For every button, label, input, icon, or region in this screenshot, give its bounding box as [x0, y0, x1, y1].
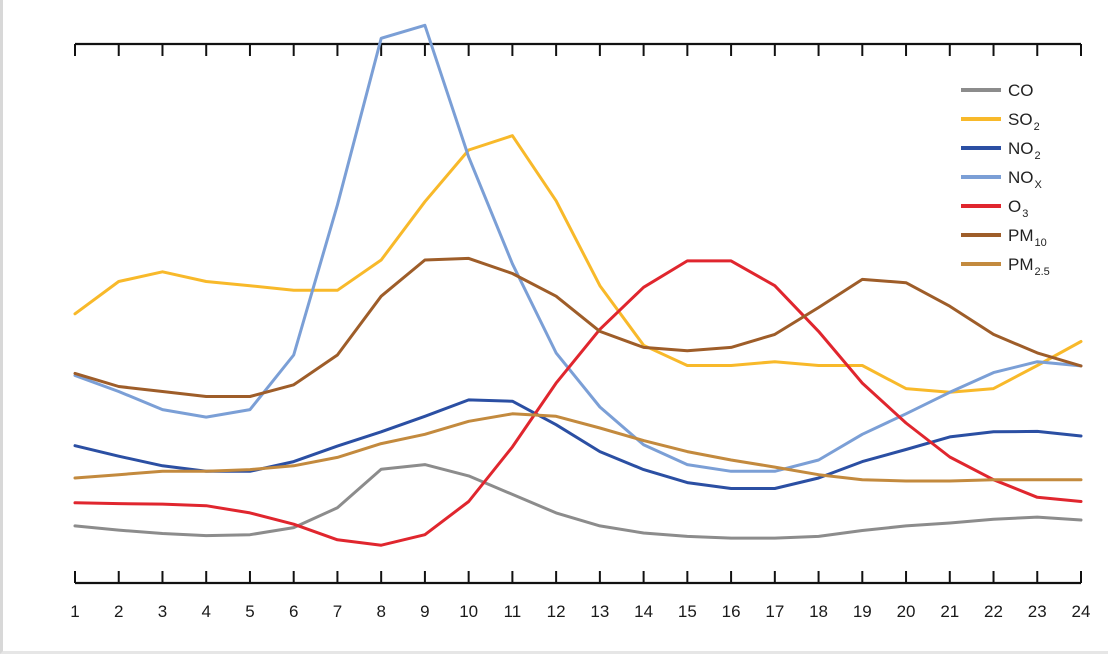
legend-label: O3 — [1008, 197, 1028, 220]
bottom-axis: 1 2 3 4 5 6 7 8 9 10 11 12 13 14 15 16 17 18 19 20 21 22 23 24 — [70, 571, 1090, 621]
x-tick-label: 2 — [114, 602, 123, 621]
x-tick-label: 6 — [289, 602, 298, 621]
x-tick-label: 22 — [984, 602, 1003, 621]
x-tick-label: 15 — [678, 602, 697, 621]
x-tick-label: 10 — [459, 602, 478, 621]
legend-item: CO — [961, 81, 1034, 100]
legend-item: PM10 — [961, 226, 1047, 249]
x-tick-label: 5 — [245, 602, 254, 621]
line-chart: 1 2 3 4 5 6 7 8 9 10 11 12 13 14 15 16 17 18 19 20 21 22 23 24 … — [70, 23, 1090, 621]
legend-label: NOX — [1008, 168, 1043, 191]
legend-label: PM10 — [1008, 226, 1047, 249]
top-axis — [74, 42, 1082, 56]
x-tick-label: 18 — [809, 602, 828, 621]
x-tick-label: 12 — [547, 602, 566, 621]
x-tick-label: 8 — [376, 602, 385, 621]
series-line-nox — [73, 23, 1083, 473]
legend-label: PM2.5 — [1008, 255, 1050, 278]
x-tick-label: 3 — [158, 602, 167, 621]
legend-label: CO — [1008, 81, 1034, 100]
series-lines — [73, 23, 1083, 547]
x-tick-label: 4 — [201, 602, 210, 621]
legend-item: SO2 — [961, 110, 1040, 133]
legend: CO SO2 NO2 NOX O3 PM10 PM2.5 — [961, 81, 1050, 278]
x-tick-label: 11 — [504, 602, 522, 621]
x-tick-label: 9 — [420, 602, 429, 621]
x-tick-label: 17 — [765, 602, 784, 621]
series-line-o3 — [73, 259, 1083, 547]
legend-item: NOX — [961, 168, 1043, 191]
x-tick-label: 24 — [1072, 602, 1091, 621]
x-tick-label: 19 — [853, 602, 872, 621]
legend-item: O3 — [961, 197, 1028, 220]
x-tick-label: 16 — [722, 602, 741, 621]
legend-label: NO2 — [1008, 139, 1041, 162]
x-tick-label: 13 — [590, 602, 609, 621]
series-line-pm10 — [73, 256, 1083, 398]
series-line-pm25 — [73, 412, 1083, 483]
x-tick-label: 21 — [940, 602, 959, 621]
series-line-so2 — [73, 134, 1083, 394]
x-tick-label: 20 — [897, 602, 916, 621]
x-tick-label: 23 — [1028, 602, 1047, 621]
legend-label: SO2 — [1008, 110, 1040, 133]
series-line-co — [73, 463, 1083, 540]
x-tick-label: 7 — [333, 602, 342, 621]
legend-item: NO2 — [961, 139, 1041, 162]
x-tick-label: 1 — [70, 602, 79, 621]
x-tick-label: 14 — [634, 602, 653, 621]
legend-item: PM2.5 — [961, 255, 1050, 278]
